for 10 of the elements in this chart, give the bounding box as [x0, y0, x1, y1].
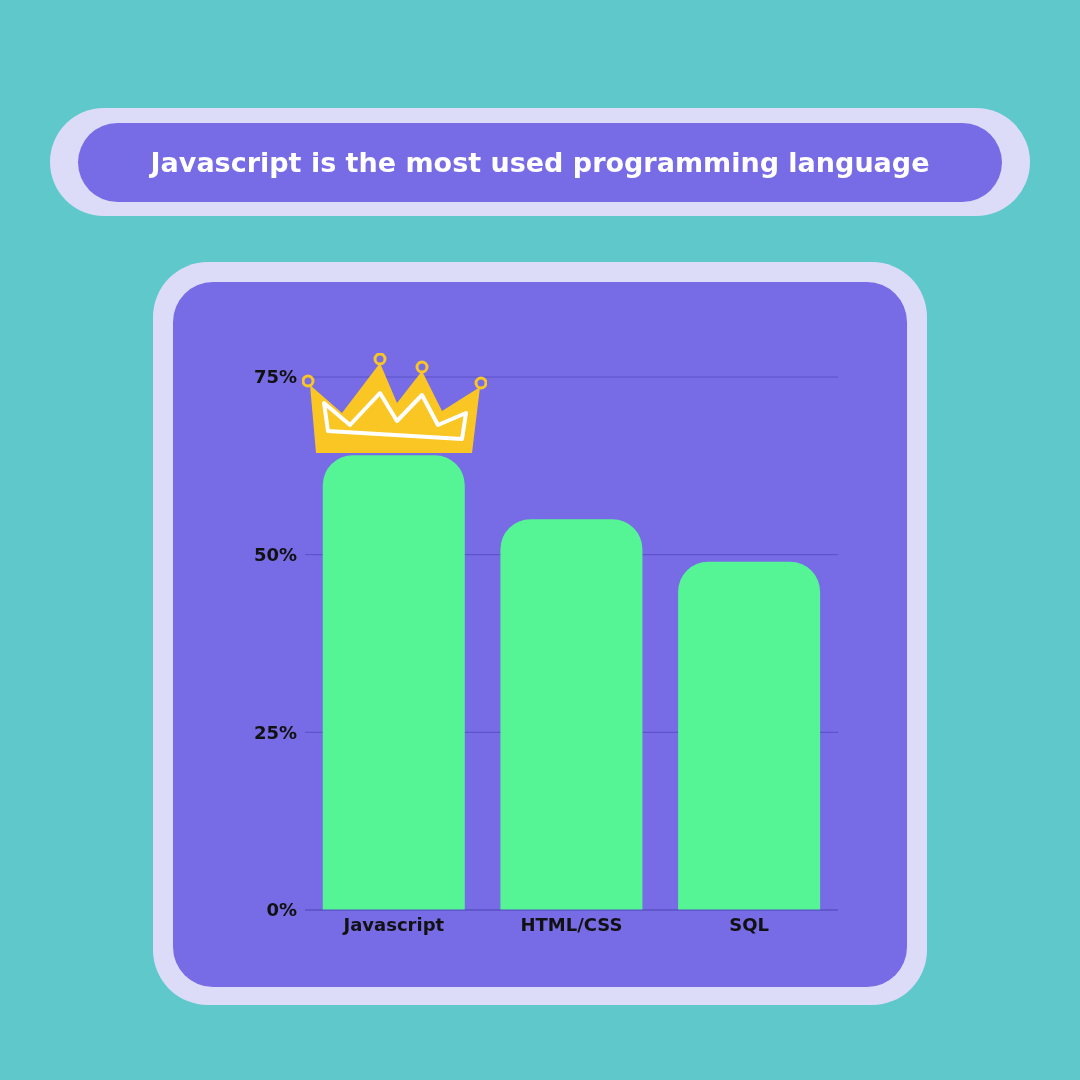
x-tick-label: Javascript [341, 913, 445, 935]
bar [500, 519, 643, 910]
y-tick-label: 0% [266, 899, 297, 921]
y-tick-label: 75% [253, 366, 297, 388]
x-tick-label: HTML/CSS [520, 913, 623, 935]
y-tick-label: 25% [253, 721, 297, 743]
chart-title: Javascript is the most used programming language [150, 147, 930, 178]
bar [678, 561, 821, 910]
x-tick-label: SQL [729, 913, 770, 935]
y-tick-label: 50% [253, 544, 297, 566]
